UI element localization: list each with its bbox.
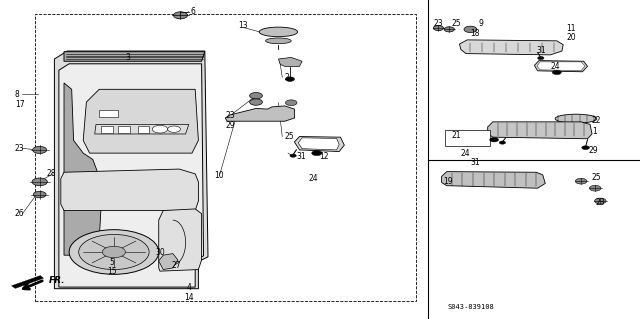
Polygon shape bbox=[225, 106, 294, 121]
Text: 24: 24 bbox=[308, 174, 319, 183]
Text: 18: 18 bbox=[470, 29, 480, 38]
Text: 19: 19 bbox=[444, 177, 453, 186]
Text: 25: 25 bbox=[285, 132, 294, 141]
Text: 13: 13 bbox=[238, 21, 248, 30]
Text: 29: 29 bbox=[225, 121, 235, 130]
FancyBboxPatch shape bbox=[445, 130, 490, 146]
Ellipse shape bbox=[556, 114, 596, 123]
Ellipse shape bbox=[259, 27, 298, 37]
Circle shape bbox=[173, 12, 188, 19]
Circle shape bbox=[250, 99, 262, 105]
Text: 17: 17 bbox=[15, 100, 24, 109]
Polygon shape bbox=[83, 89, 198, 153]
Circle shape bbox=[152, 125, 168, 133]
Circle shape bbox=[433, 26, 444, 31]
Circle shape bbox=[285, 100, 297, 106]
Circle shape bbox=[32, 178, 47, 186]
Text: 10: 10 bbox=[214, 171, 224, 180]
Circle shape bbox=[595, 198, 606, 204]
Text: 21: 21 bbox=[451, 131, 461, 140]
Polygon shape bbox=[59, 64, 204, 287]
Polygon shape bbox=[54, 51, 208, 289]
Circle shape bbox=[538, 56, 544, 60]
Text: S043-839108: S043-839108 bbox=[448, 304, 495, 310]
Circle shape bbox=[499, 141, 506, 144]
Circle shape bbox=[552, 70, 561, 75]
Text: 25: 25 bbox=[592, 173, 602, 182]
Text: 24: 24 bbox=[461, 149, 470, 158]
Text: 6: 6 bbox=[191, 7, 196, 16]
Circle shape bbox=[490, 137, 499, 142]
Circle shape bbox=[69, 230, 159, 274]
Bar bbox=[118, 126, 130, 133]
Text: 22: 22 bbox=[592, 116, 602, 125]
Text: 5: 5 bbox=[109, 258, 115, 267]
Text: 9: 9 bbox=[479, 19, 484, 28]
Circle shape bbox=[589, 185, 601, 191]
Polygon shape bbox=[64, 83, 102, 255]
Circle shape bbox=[575, 178, 587, 184]
Circle shape bbox=[168, 126, 180, 132]
Circle shape bbox=[464, 26, 477, 33]
Text: 30: 30 bbox=[155, 249, 165, 257]
Polygon shape bbox=[442, 172, 545, 188]
Polygon shape bbox=[159, 254, 178, 270]
Circle shape bbox=[33, 146, 47, 153]
Circle shape bbox=[250, 93, 262, 99]
Text: 31: 31 bbox=[470, 158, 480, 167]
Polygon shape bbox=[294, 137, 344, 152]
Text: 12: 12 bbox=[319, 152, 328, 161]
Circle shape bbox=[79, 234, 149, 270]
Bar bbox=[99, 110, 118, 117]
Text: 31: 31 bbox=[296, 152, 306, 161]
Polygon shape bbox=[278, 57, 302, 66]
Text: 29: 29 bbox=[589, 146, 598, 155]
Polygon shape bbox=[298, 138, 339, 150]
Text: 20: 20 bbox=[566, 33, 576, 42]
Text: 24: 24 bbox=[550, 62, 560, 71]
Bar bbox=[35, 14, 416, 301]
Text: 15: 15 bbox=[107, 267, 117, 276]
Circle shape bbox=[312, 151, 322, 156]
Text: 2: 2 bbox=[285, 73, 289, 82]
Text: 3: 3 bbox=[125, 53, 131, 62]
Polygon shape bbox=[159, 209, 202, 271]
Polygon shape bbox=[61, 169, 198, 211]
Text: 25: 25 bbox=[451, 19, 461, 28]
Text: FR.: FR. bbox=[49, 276, 65, 285]
Polygon shape bbox=[12, 276, 44, 288]
Circle shape bbox=[102, 246, 125, 258]
Text: 23: 23 bbox=[595, 198, 605, 207]
Circle shape bbox=[582, 146, 589, 150]
Text: 23: 23 bbox=[434, 19, 444, 28]
Polygon shape bbox=[537, 62, 585, 70]
Text: 26: 26 bbox=[15, 209, 24, 218]
Circle shape bbox=[285, 77, 294, 81]
Polygon shape bbox=[534, 61, 588, 72]
Circle shape bbox=[290, 154, 296, 157]
Text: 4: 4 bbox=[186, 283, 191, 292]
Text: 1: 1 bbox=[592, 127, 596, 136]
Circle shape bbox=[33, 191, 46, 198]
Text: 23: 23 bbox=[15, 144, 24, 153]
Bar bbox=[101, 126, 113, 133]
Polygon shape bbox=[95, 124, 189, 134]
Polygon shape bbox=[64, 52, 205, 61]
Text: 14: 14 bbox=[184, 293, 194, 302]
Text: 27: 27 bbox=[171, 261, 181, 270]
Bar bbox=[138, 126, 149, 133]
Ellipse shape bbox=[266, 38, 291, 44]
Text: 8: 8 bbox=[15, 90, 19, 99]
Circle shape bbox=[444, 27, 454, 32]
Polygon shape bbox=[488, 122, 592, 139]
Text: 11: 11 bbox=[566, 24, 576, 33]
Polygon shape bbox=[460, 40, 563, 55]
Text: 23: 23 bbox=[225, 111, 235, 120]
Text: 31: 31 bbox=[536, 46, 546, 55]
Text: 28: 28 bbox=[47, 169, 56, 178]
